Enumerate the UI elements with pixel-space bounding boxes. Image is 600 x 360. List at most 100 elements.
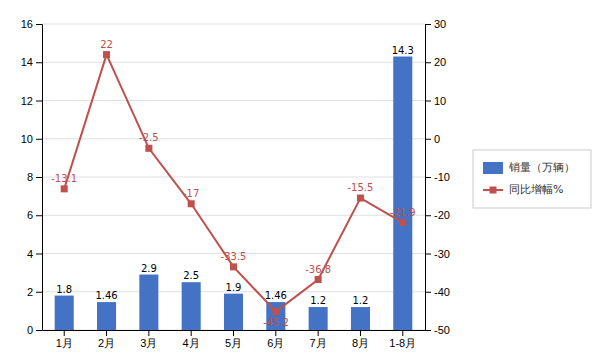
tick: 6 [27,209,42,221]
grid-line [42,177,425,178]
bar [97,302,116,330]
tick-mark [36,101,42,102]
tick: 20 [425,56,446,68]
bar [351,307,370,330]
tick-mark [425,292,431,293]
legend-swatch [483,162,503,174]
tick-label: 4 [27,248,33,260]
bar [224,294,243,330]
tick-mark [360,330,361,336]
tick-label: 20 [434,56,446,68]
tick: 8 [27,171,42,183]
data-label: 1.8 [56,284,72,295]
data-label: 1.9 [226,282,242,293]
data-label: 1.46 [95,290,117,301]
tick-mark [191,330,192,336]
tick: -50 [425,324,450,336]
data-label: 1.2 [353,295,369,306]
bar [309,307,328,330]
tick-mark [425,62,431,63]
tick-mark [425,330,431,331]
grid-line [42,215,425,216]
tick-label: 6月 [267,337,284,349]
tick: 2 [27,286,42,298]
tick-mark [36,254,42,255]
grid-line [42,62,425,63]
tick-mark [64,330,65,336]
tick: 1-8月 [389,330,416,349]
tick: 10 [425,95,446,107]
x-axis: 1月2月3月4月5月6月7月8月1-8月 [43,330,426,349]
tick: 2月 [98,330,115,349]
tick-mark [275,330,276,336]
grid-line [42,100,425,101]
chart-container: 0246810121416-50-40-30-20-1001020301月2月3… [0,0,600,360]
tick-label: 10 [434,95,446,107]
tick: 8月 [352,330,369,349]
tick-label: 16 [21,18,33,30]
marker [272,308,279,315]
chart-svg: 0246810121416-50-40-30-20-1001020301月2月3… [0,0,600,360]
data-label: -33.5 [221,251,247,262]
tick: 1月 [56,330,73,349]
tick-mark [36,177,42,178]
tick-mark [36,24,42,25]
tick-label: 4月 [183,337,200,349]
data-label: -2.5 [139,132,159,143]
data-label: -17 [183,188,199,199]
tick-mark [425,139,431,140]
data-label: -36.8 [305,264,331,275]
tick-label: 1-8月 [389,337,416,349]
tick-mark [425,254,431,255]
tick-mark [148,330,149,336]
legend-item: 销量（万辆） [483,161,575,174]
data-label: 22 [100,39,113,50]
data-label: -13.1 [51,173,77,184]
grid-line [42,138,425,139]
marker [315,276,322,283]
tick: 4 [27,248,42,260]
tick-label: 10 [21,133,33,145]
tick-label: 3月 [140,337,157,349]
y2-axis: -50-40-30-20-100102030 [425,18,450,336]
axis-line [426,25,432,331]
tick: 10 [21,133,42,145]
tick-label: 2月 [98,337,115,349]
legend-item: 同比增幅% [483,183,563,196]
tick-label: 5月 [225,337,242,349]
tick: -20 [425,209,450,221]
bar-series [55,57,413,330]
tick: 6月 [267,330,284,349]
data-label: -21.9 [390,207,416,218]
marker [103,51,110,58]
legend-marker [490,187,497,194]
tick-label: -30 [434,248,450,260]
tick-label: 6 [27,209,33,221]
bar [182,282,201,330]
tick: 3月 [140,330,157,349]
tick-mark [425,177,431,178]
tick-label: 12 [21,95,33,107]
y-axis: 0246810121416 [21,18,43,336]
tick-mark [36,330,42,331]
marks [55,51,413,330]
tick-label: 8月 [352,337,369,349]
tick-mark [36,62,42,63]
tick-label: 14 [21,56,33,68]
tick: 4月 [183,330,200,349]
data-label: -15.5 [348,182,374,193]
tick-label: -40 [434,286,450,298]
tick: 16 [21,18,42,30]
marker [188,200,195,207]
tick-label: 8 [27,171,33,183]
data-label: 14.3 [392,45,414,56]
tick-mark [425,24,431,25]
tick-mark [402,330,403,336]
grid [42,24,425,330]
tick-label: -20 [434,209,450,221]
bar [393,57,412,330]
line-markers [61,51,407,315]
tick-mark [233,330,234,336]
tick-label: 30 [434,18,446,30]
tick: -30 [425,248,450,260]
